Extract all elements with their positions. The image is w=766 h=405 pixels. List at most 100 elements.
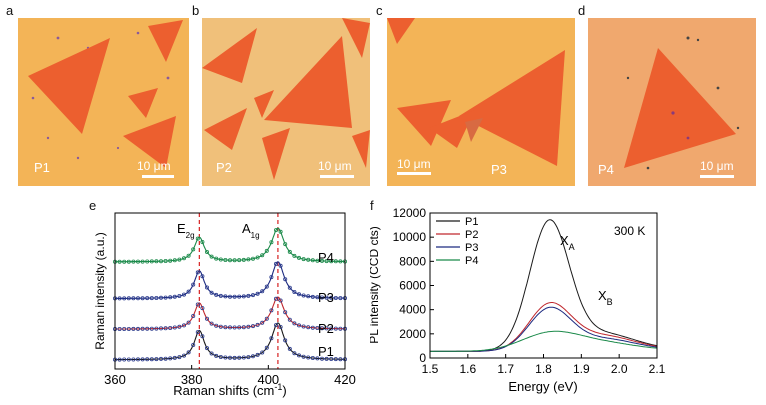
flake xyxy=(254,90,274,118)
raman-data-point xyxy=(260,350,265,355)
panel-letter-b: b xyxy=(192,3,200,18)
pl-y-tick-label: 12000 xyxy=(393,206,427,220)
raman-data-point xyxy=(140,357,145,362)
raman-data-point xyxy=(122,259,127,264)
raman-data-point xyxy=(241,294,246,299)
legend-label-p2: P2 xyxy=(465,229,478,241)
micrograph-p4: P4 10 μm xyxy=(588,18,756,186)
raman-data-point xyxy=(319,356,324,361)
raman-data-point xyxy=(232,325,237,330)
series-label-p3: P3 xyxy=(318,290,334,305)
raman-data-point xyxy=(283,242,288,247)
raman-data-point xyxy=(260,253,265,258)
raman-data-point xyxy=(154,296,159,301)
raman-data-point xyxy=(264,284,269,289)
raman-data-point xyxy=(195,330,200,335)
raman-data-point xyxy=(182,256,187,261)
raman-data-point xyxy=(200,306,205,311)
pl-y-tick-label: 6000 xyxy=(399,279,426,293)
flake-large xyxy=(28,38,110,134)
raman-data-point xyxy=(149,357,154,362)
raman-data-point xyxy=(140,259,145,264)
raman-data-point xyxy=(126,259,131,264)
raman-data-point xyxy=(296,323,301,328)
raman-data-point xyxy=(273,261,278,266)
raman-x-tick-label: 420 xyxy=(334,372,356,387)
raman-data-point xyxy=(136,357,141,362)
pl-y-tick-label: 8000 xyxy=(399,254,426,268)
raman-data-point xyxy=(218,293,223,298)
pl-x-tick-label: 2.0 xyxy=(611,362,628,376)
pl-xlabel: Energy (eV) xyxy=(508,379,577,394)
raman-data-point xyxy=(186,320,191,325)
raman-x-tick-label: 360 xyxy=(104,372,126,387)
raman-data-point xyxy=(154,357,159,362)
raman-data-point xyxy=(296,353,301,358)
raman-data-point xyxy=(296,255,301,260)
pl-x-tick-label: 1.7 xyxy=(497,362,514,376)
raman-data-point xyxy=(301,324,306,329)
legend-label-p1: P1 xyxy=(465,216,478,228)
raman-data-point xyxy=(214,292,219,297)
raman-data-point xyxy=(241,355,246,360)
raman-data-point xyxy=(338,259,343,264)
scale-bar xyxy=(142,175,174,178)
pl-y-tick-label: 2000 xyxy=(399,327,426,341)
flake xyxy=(397,100,451,146)
raman-data-point xyxy=(200,240,205,245)
raman-data-point xyxy=(214,256,219,261)
raman-data-point xyxy=(264,316,269,321)
raman-data-point xyxy=(273,323,278,328)
raman-data-point xyxy=(163,356,168,361)
micrograph-p1: P1 10 μm xyxy=(18,18,189,186)
scale-label: 10 μm xyxy=(318,159,352,173)
pl-y-tick-label: 10000 xyxy=(393,230,427,244)
flake xyxy=(342,18,370,58)
raman-data-point xyxy=(278,263,283,268)
raman-data-point xyxy=(232,294,237,299)
raman-data-point xyxy=(223,355,228,360)
raman-data-point xyxy=(296,292,301,297)
raman-data-point xyxy=(131,326,136,331)
pl-series-p4 xyxy=(430,330,658,352)
raman-data-point xyxy=(250,324,255,329)
temperature-annotation: 300 K xyxy=(614,224,645,238)
micrograph-p2: P2 10 μm xyxy=(202,18,370,186)
scale-label: 10 μm xyxy=(700,159,734,173)
peak-label-e2g: E2g xyxy=(177,221,195,240)
micrograph-p3: 10 μm P3 xyxy=(387,18,575,186)
raman-data-point xyxy=(126,327,131,332)
raman-data-point xyxy=(154,259,159,264)
raman-data-point xyxy=(168,356,173,361)
scale-label: 10 μm xyxy=(397,157,431,171)
raman-data-point xyxy=(191,282,196,287)
scale-bar xyxy=(397,172,431,175)
raman-data-point xyxy=(319,258,324,263)
raman-data-point xyxy=(237,325,242,330)
sample-label: P1 xyxy=(34,160,50,175)
flake-large xyxy=(459,50,565,166)
raman-data-point xyxy=(145,326,150,331)
raman-data-point xyxy=(163,259,168,264)
raman-data-point xyxy=(182,292,187,297)
raman-data-point xyxy=(117,327,122,332)
legend-label-p4: P4 xyxy=(465,255,478,267)
raman-data-point xyxy=(223,258,228,263)
series-label-p1: P1 xyxy=(318,344,334,359)
raman-data-point xyxy=(269,336,274,341)
raman-x-tick-label: 400 xyxy=(257,372,279,387)
raman-data-point xyxy=(168,258,173,263)
raman-data-point xyxy=(237,294,242,299)
raman-data-point xyxy=(292,253,297,258)
flake-large xyxy=(624,48,736,168)
raman-data-point xyxy=(205,250,210,255)
raman-data-point xyxy=(182,323,187,328)
raman-data-point xyxy=(177,324,182,329)
raman-axes-frame xyxy=(114,212,346,370)
raman-data-point xyxy=(172,355,177,360)
flake xyxy=(352,130,370,168)
raman-data-point xyxy=(237,258,242,263)
raman-data-point xyxy=(136,296,141,301)
raman-data-point xyxy=(145,296,150,301)
raman-data-point xyxy=(159,356,164,361)
